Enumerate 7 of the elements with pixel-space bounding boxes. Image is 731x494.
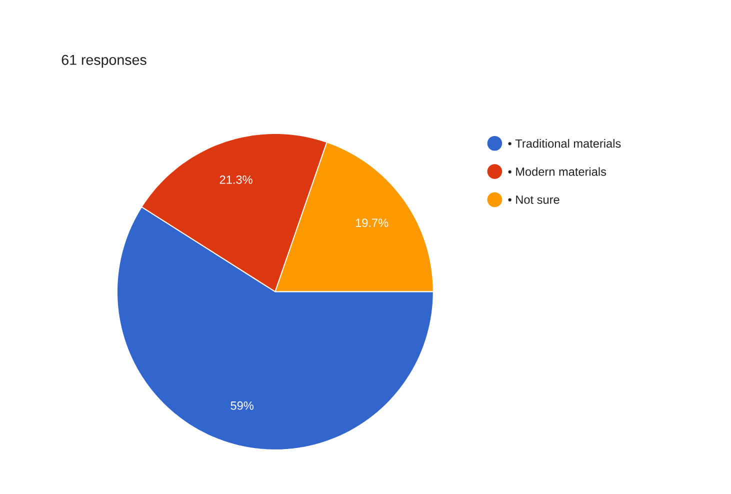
legend-label: • Not sure bbox=[508, 195, 560, 204]
data-label: 59% bbox=[230, 401, 254, 410]
legend-label: • Traditional materials bbox=[508, 138, 621, 148]
chart-title: 61 responses bbox=[62, 54, 146, 68]
data-label: 19.7% bbox=[356, 218, 388, 227]
legend-label: • Modern materials bbox=[508, 167, 606, 176]
data-label: 21.3% bbox=[220, 175, 252, 184]
